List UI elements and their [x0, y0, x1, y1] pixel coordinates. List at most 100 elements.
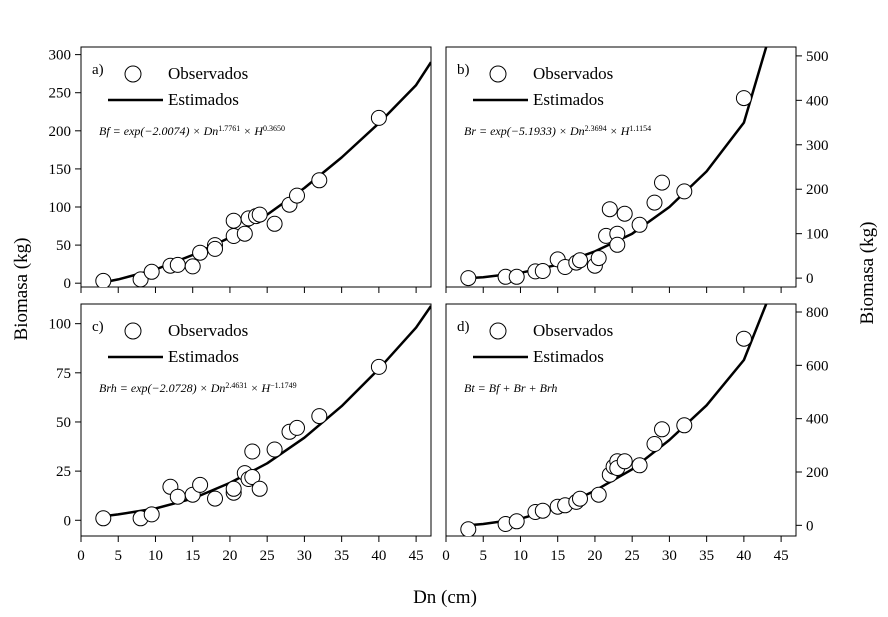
data-point-c — [311, 408, 328, 425]
data-point-b — [534, 263, 551, 279]
y-tick-label-c: 100 — [49, 317, 72, 333]
y-tick-label-b: 400 — [806, 93, 829, 109]
y-tick-label-a: 0 — [64, 276, 72, 292]
plot-frame-d — [445, 303, 797, 537]
x-tick-label-c: 20 — [222, 548, 237, 564]
legend-marker-observed-a — [124, 65, 142, 83]
x-tick-label-c: 10 — [148, 548, 163, 564]
data-point-a — [225, 212, 242, 229]
model-equation-b: Br = exp(−5.1933) × Dn2.3694 × H1.1154 — [464, 124, 651, 139]
legend-marker-observed-c — [124, 322, 142, 340]
panel-a: 0 50 100 150 200 250 300 a) Observados Estimados B… — [49, 46, 432, 293]
plot-frame-c — [80, 303, 432, 537]
legend-marker-observed-d — [489, 322, 507, 340]
y-tick-label-a: 300 — [49, 48, 72, 64]
data-point-a — [192, 244, 209, 261]
data-point-c — [192, 476, 209, 493]
data-point-b — [676, 183, 693, 200]
x-tick-label-d: 35 — [699, 548, 714, 564]
y-tick-label-c: 50 — [56, 415, 71, 431]
x-tick-label-d: 40 — [736, 548, 751, 564]
y-tick-label-d: 400 — [806, 412, 829, 428]
y-tick-label-a: 100 — [49, 200, 72, 216]
x-tick-label-d: 45 — [774, 548, 789, 564]
y-tick-label-b: 100 — [806, 227, 829, 243]
data-point-d — [590, 486, 607, 503]
y-tick-label-a: 200 — [49, 124, 72, 140]
y-tick-label-d: 200 — [806, 465, 829, 481]
plot-frame-a — [80, 46, 432, 288]
data-point-b — [460, 270, 477, 287]
data-point-b — [631, 216, 648, 233]
legend-label-estimated-d: Estimados — [533, 347, 604, 366]
plot-area-c — [95, 305, 431, 527]
legend-label-estimated-a: Estimados — [168, 90, 239, 109]
x-tick-label-c: 25 — [260, 548, 275, 564]
data-point-a — [251, 206, 268, 223]
x-axis-title: Dn (cm) — [413, 587, 477, 608]
panel-label-a: a) — [92, 62, 104, 78]
data-point-c — [251, 480, 268, 497]
y-tick-label-a: 50 — [56, 238, 71, 254]
data-point-d — [460, 521, 477, 536]
data-point-c — [225, 480, 242, 497]
y-tick-label-c: 0 — [64, 513, 72, 529]
legend-label-observed-d: Observados — [533, 321, 613, 340]
x-tick-label-c: 15 — [185, 548, 200, 564]
data-point-d — [676, 417, 693, 434]
data-point-b — [646, 194, 663, 211]
data-point-a — [95, 272, 112, 287]
data-point-c — [370, 358, 387, 375]
data-point-a — [184, 258, 201, 275]
data-point-a — [132, 271, 149, 287]
data-point-b — [609, 236, 626, 253]
x-tick-label-d: 20 — [587, 548, 602, 564]
data-point-a — [266, 215, 283, 232]
data-point-a — [289, 187, 305, 204]
y-tick-label-b: 0 — [806, 271, 814, 287]
legend-label-estimated-b: Estimados — [533, 90, 604, 109]
data-point-a — [236, 225, 253, 242]
data-point-a — [169, 256, 186, 273]
legend-marker-observed-b — [489, 65, 507, 83]
data-point-a — [370, 109, 387, 126]
y-tick-label-b: 300 — [806, 138, 829, 154]
data-point-c — [244, 469, 261, 485]
data-point-b — [590, 250, 607, 267]
data-point-d — [646, 436, 663, 452]
plot-area-a — [95, 61, 431, 287]
data-point-d — [534, 502, 551, 519]
x-tick-label-d: 0 — [442, 548, 450, 564]
data-point-d — [735, 330, 752, 347]
data-point-d — [654, 421, 670, 438]
data-point-d — [572, 490, 588, 507]
y-tick-label-b: 500 — [806, 49, 829, 65]
y-tick-label-b: 200 — [806, 182, 829, 198]
x-tick-label-c: 40 — [371, 548, 386, 564]
x-tick-label-d: 15 — [550, 548, 565, 564]
panel-d: 0 5 10 15 20 25 30 35 40 45 0 200 400 600 800 d) Observa… — [442, 303, 829, 564]
panel-label-d: d) — [457, 319, 470, 335]
data-point-a — [207, 240, 223, 257]
data-point-d — [508, 513, 525, 530]
x-tick-label-d: 30 — [662, 548, 677, 564]
legend-label-estimated-c: Estimados — [168, 347, 239, 366]
data-point-b — [601, 201, 618, 218]
data-point-c — [169, 488, 186, 505]
data-point-b — [508, 268, 525, 285]
data-point-b — [735, 90, 752, 107]
x-tick-label-c: 5 — [114, 548, 122, 564]
x-tick-label-c: 35 — [334, 548, 349, 564]
data-point-b — [572, 252, 588, 269]
model-equation-a: Bf = exp(−2.0074) × Dn1.7761 × H0.3650 — [99, 124, 285, 139]
legend-label-observed-a: Observados — [168, 64, 248, 83]
x-tick-label-d: 10 — [513, 548, 528, 564]
data-point-c — [244, 443, 261, 460]
y-tick-label-d: 0 — [806, 518, 814, 534]
panel-label-b: b) — [457, 62, 470, 78]
data-point-d — [631, 457, 648, 474]
y-tick-label-c: 25 — [56, 464, 71, 480]
y-tick-label-d: 800 — [806, 305, 829, 321]
data-point-a — [143, 263, 160, 280]
